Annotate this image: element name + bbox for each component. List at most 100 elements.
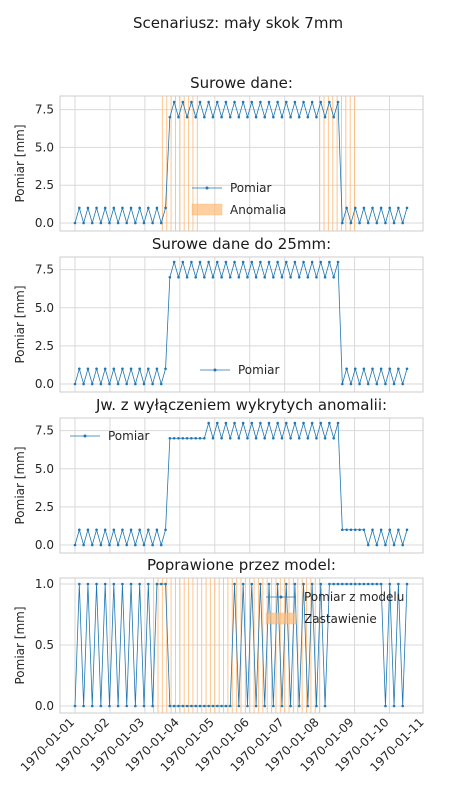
data-point [142, 221, 146, 225]
data-point [190, 704, 193, 708]
data-point [108, 221, 111, 225]
data-point [384, 382, 387, 386]
data-point [211, 436, 215, 440]
data-point [95, 367, 98, 371]
data-point [103, 206, 107, 210]
data-point [112, 528, 116, 532]
data-point [159, 382, 163, 386]
legend: Pomiar z modelu Zastawienie [265, 590, 404, 626]
data-point [151, 382, 154, 386]
data-point [284, 421, 288, 425]
data-point [341, 382, 344, 386]
data-point [297, 115, 301, 119]
data-point [90, 543, 94, 547]
data-point [345, 367, 348, 371]
y-tick-label: 0.0 [35, 538, 54, 552]
data-point [254, 275, 258, 279]
data-point [289, 115, 292, 119]
chart-title: Jw. z wyłączeniem wykrytych anomalii: [95, 396, 387, 414]
data-point [198, 704, 202, 708]
data-point [233, 421, 236, 425]
data-point [82, 382, 85, 386]
data-point [116, 704, 120, 708]
data-point [177, 436, 180, 440]
data-point [302, 582, 305, 586]
data-point [349, 382, 353, 386]
chart-title: Surowe dane do 25mm: [152, 235, 331, 253]
data-point [78, 582, 81, 586]
data-point [349, 221, 353, 225]
data-point [207, 100, 210, 104]
data-point [241, 582, 245, 586]
data-point [177, 115, 180, 119]
data-point [181, 436, 185, 440]
data-point [371, 582, 374, 586]
data-point [138, 582, 141, 586]
data-point [73, 382, 77, 386]
chart-panel-1: 0.0 2.5 5.0 7.5 Surowe dane: Pomiar [mm] Pomia… [13, 74, 424, 232]
data-point [362, 206, 366, 210]
data-point [78, 206, 81, 210]
plot-frame [59, 577, 424, 714]
data-point [108, 382, 111, 386]
data-point [228, 115, 232, 119]
data-point [375, 382, 379, 386]
data-point [233, 582, 236, 586]
data-point [185, 436, 189, 440]
data-point [134, 382, 137, 386]
data-point [379, 367, 383, 371]
data-point [384, 543, 387, 547]
data-point [315, 704, 318, 708]
data-point [250, 582, 254, 586]
data-point [388, 367, 392, 371]
data-point [134, 221, 137, 225]
data-point [246, 436, 249, 440]
data-point [315, 115, 318, 119]
data-point [392, 704, 396, 708]
data-point [125, 543, 129, 547]
data-point [194, 115, 198, 119]
data-point [129, 367, 133, 371]
data-point [78, 367, 81, 371]
data-point [315, 436, 318, 440]
y-axis-label: Pomiar [mm] [13, 446, 27, 524]
data-point [198, 260, 202, 264]
chart-title: Surowe dane: [190, 74, 293, 92]
data-point [276, 421, 279, 425]
chart-title: Poprawione przez model: [147, 556, 336, 574]
data-point [155, 582, 159, 586]
data-point [177, 275, 180, 279]
data-point [78, 528, 81, 532]
data-point [353, 582, 357, 586]
data-point [237, 115, 241, 119]
data-point [310, 582, 314, 586]
data-point [172, 100, 176, 104]
data-point [241, 100, 245, 104]
data-point [220, 115, 223, 119]
y-tick-label: 0.0 [35, 699, 54, 713]
data-point [246, 115, 249, 119]
legend: Pomiar Anomalia [191, 181, 286, 217]
data-point [211, 115, 215, 119]
data-point [207, 260, 210, 264]
data-point [103, 582, 107, 586]
data-point [215, 704, 219, 708]
data-point [134, 543, 137, 547]
data-point [289, 704, 292, 708]
data-point [138, 206, 141, 210]
data-point [401, 382, 404, 386]
data-point [332, 275, 336, 279]
data-point [319, 100, 323, 104]
data-point [345, 528, 348, 532]
data-point [315, 275, 318, 279]
legend-label-span: Zastawienie [304, 612, 377, 626]
data-point [276, 260, 279, 264]
legend-label-series: Pomiar [108, 429, 150, 443]
data-point [168, 115, 172, 119]
data-point [328, 260, 331, 264]
legend-marker [83, 434, 87, 438]
data-point [293, 260, 297, 264]
series-line [74, 100, 408, 225]
data-point [259, 260, 262, 264]
data-point [220, 275, 223, 279]
